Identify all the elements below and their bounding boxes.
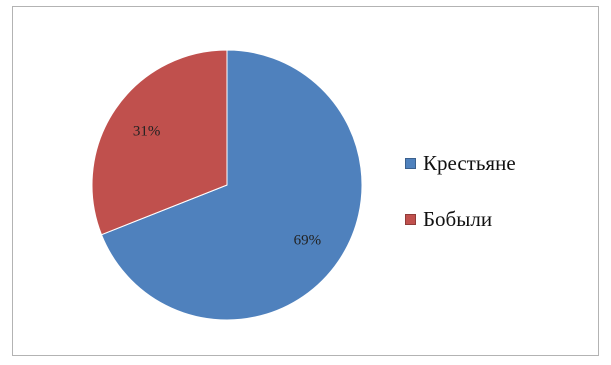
- pie-data-labels: 69% 31%: [133, 123, 321, 248]
- legend-label-1: Бобыли: [423, 206, 493, 231]
- slice-value-label-1: 31%: [133, 123, 161, 139]
- pie-slice-1: [91, 49, 228, 236]
- legend-item-0: Крестьяне: [405, 150, 516, 176]
- legend-item-1: Бобыли: [405, 206, 516, 232]
- legend-label-0: Крестьяне: [423, 150, 516, 175]
- legend-swatch-0: [405, 157, 416, 169]
- legend: Крестьяне Бобыли: [405, 150, 516, 262]
- legend-swatch-1: [405, 213, 416, 225]
- pie-slice-0: [100, 49, 363, 321]
- slice-value-label-0: 69%: [294, 233, 322, 249]
- pie-slices: [91, 49, 363, 321]
